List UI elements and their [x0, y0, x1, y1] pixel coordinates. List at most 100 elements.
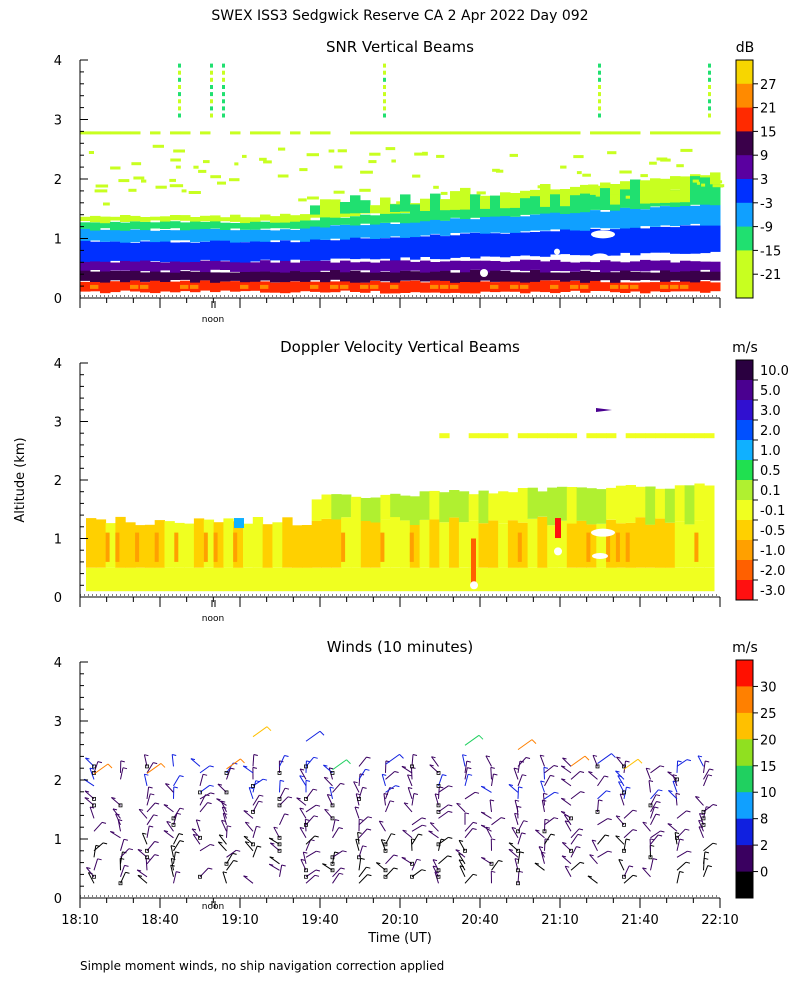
snr-cell — [260, 221, 271, 229]
snr-cell — [660, 260, 671, 271]
wind-barb — [190, 758, 201, 767]
velocity-cell — [615, 523, 627, 568]
wind-barb — [141, 833, 148, 845]
wind-barb — [146, 793, 151, 806]
snr-cell — [90, 271, 101, 282]
wind-barb — [281, 864, 286, 867]
wind-barb — [385, 785, 396, 793]
wind-barb — [535, 829, 545, 839]
snr-cell — [573, 155, 584, 159]
snr-cell — [240, 222, 251, 230]
wind-barb — [707, 865, 712, 868]
wind-barb — [402, 829, 407, 832]
colorbar-label: -0.1 — [760, 504, 785, 519]
snr-cell — [210, 240, 221, 261]
snr-cell — [340, 224, 351, 240]
velocity-cell — [694, 433, 705, 439]
velocity-gap — [554, 547, 562, 556]
snr-cell — [380, 271, 391, 282]
x-tick-label: 20:10 — [381, 913, 418, 928]
wind-barb — [659, 765, 665, 768]
snr-cell — [670, 190, 681, 203]
wind-barb — [588, 771, 593, 774]
wind-barb — [179, 775, 184, 778]
snr-cell — [496, 169, 504, 173]
snr-cell — [130, 229, 141, 243]
snr-cell — [100, 260, 111, 272]
velocity-cell — [596, 523, 607, 568]
wind-barb — [705, 760, 710, 763]
wind-barb — [123, 838, 129, 841]
snr-cell — [670, 176, 681, 190]
snr-cell — [180, 215, 191, 221]
snr-cell — [200, 280, 211, 291]
wind-barb — [707, 774, 713, 777]
wind-barb — [385, 787, 391, 800]
snr-cell — [708, 85, 711, 89]
snr-cell — [333, 190, 345, 194]
snr-cell — [540, 261, 551, 273]
snr-cell — [270, 282, 281, 293]
calm-marker — [304, 874, 308, 879]
snr-cell — [640, 282, 651, 294]
velocity-cell — [625, 433, 636, 439]
snr-cell — [650, 207, 661, 227]
snr-cell — [610, 194, 622, 198]
velocity-cell — [184, 567, 195, 592]
snr-cell — [580, 284, 589, 289]
velocity-cell — [684, 567, 695, 592]
snr-cell — [170, 215, 181, 221]
wind-barb — [481, 785, 486, 788]
velocity-cell — [478, 490, 489, 524]
wind-barb — [314, 835, 319, 838]
wind-barb — [480, 811, 492, 819]
velocity-cell — [429, 519, 440, 568]
wind-barb — [146, 786, 150, 799]
wind-barb — [598, 799, 603, 802]
snr-cell — [320, 211, 331, 218]
snr-cell — [509, 153, 518, 157]
wind-barb — [163, 804, 169, 807]
snr-cell — [80, 281, 91, 292]
velocity-cell — [439, 433, 450, 439]
wind-barb — [570, 846, 577, 858]
snr-cell — [290, 229, 301, 241]
velocity-cell — [537, 433, 548, 439]
wind-barb — [685, 861, 691, 864]
snr-cell — [610, 194, 621, 205]
velocity-cell — [233, 532, 238, 562]
snr-cell — [530, 259, 541, 270]
snr-cell — [480, 195, 491, 209]
wind-barb — [353, 781, 360, 793]
wind-barb — [657, 834, 663, 837]
snr-cell — [210, 70, 213, 75]
snr-cell — [400, 131, 411, 135]
snr-cell — [380, 223, 391, 238]
snr-cell — [175, 165, 181, 169]
velocity-cell — [645, 486, 656, 525]
snr-cell — [610, 261, 621, 272]
x-tick-label: 21:40 — [621, 913, 658, 928]
wind-barb — [695, 796, 704, 806]
wind-barb — [258, 800, 263, 803]
y-tick-label: 0 — [54, 292, 62, 307]
wind-barb — [578, 828, 584, 831]
wind-barb — [649, 838, 655, 841]
wind-barb — [500, 817, 506, 820]
wind-barb — [249, 787, 254, 789]
wind-barb — [513, 767, 519, 770]
wind-barb — [217, 841, 227, 852]
wind-barb — [149, 825, 154, 828]
wind-barb — [543, 792, 548, 795]
colorbar-swatch — [736, 131, 753, 156]
snr-cell — [310, 270, 321, 281]
velocity-cell — [625, 522, 636, 568]
wind-barb — [521, 832, 526, 835]
snr-cell — [260, 260, 271, 272]
wind-barb — [355, 838, 360, 841]
snr-cell — [200, 131, 211, 135]
wind-barb — [244, 841, 254, 852]
colorbar-swatch — [736, 60, 753, 85]
velocity-cell — [615, 485, 627, 524]
velocity-cell — [694, 483, 705, 521]
